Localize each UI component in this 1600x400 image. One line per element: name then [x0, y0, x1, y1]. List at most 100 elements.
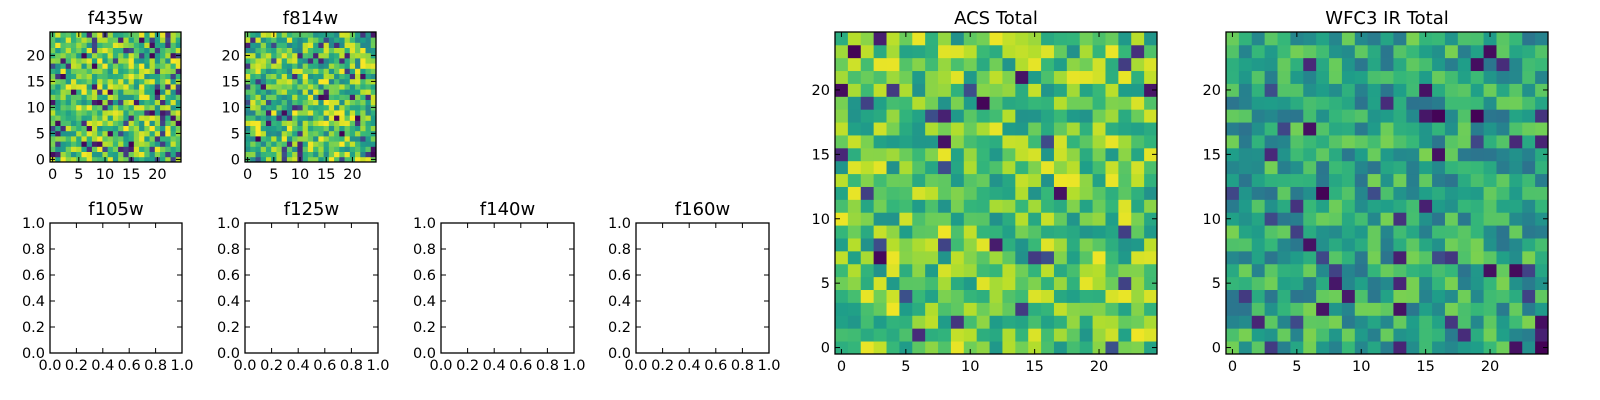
heatmap-cell	[360, 84, 366, 90]
heatmap-cell	[107, 99, 114, 106]
heatmap-cell	[323, 89, 330, 95]
heatmap-cell	[313, 130, 319, 137]
heatmap-cell	[1509, 289, 1523, 303]
heatmap-cell	[1483, 173, 1497, 187]
heatmap-cell	[307, 52, 314, 59]
heatmap-cell	[1354, 315, 1369, 329]
heatmap-cell	[133, 58, 140, 64]
heatmap-cell	[360, 99, 366, 106]
heatmap-cell	[1041, 199, 1055, 213]
heatmap-cell	[1444, 160, 1459, 175]
heatmap-cell	[55, 89, 61, 95]
heatmap-cell	[123, 110, 129, 116]
heatmap-cell	[65, 84, 72, 90]
heatmap-cell	[118, 84, 124, 90]
heatmap-cell	[899, 70, 913, 84]
y-tick-label: 1.0	[413, 216, 436, 232]
heatmap-cell	[154, 63, 161, 69]
heatmap-cell	[1393, 315, 1407, 329]
heatmap-cell	[886, 83, 900, 97]
heatmap-cell	[170, 52, 177, 59]
heatmap-cell	[328, 141, 335, 147]
heatmap-cell	[1277, 341, 1291, 355]
heatmap-cell	[154, 125, 161, 132]
heatmap-cell	[133, 52, 140, 59]
heatmap-cell	[313, 120, 319, 126]
heatmap-cell	[250, 146, 256, 152]
heatmap-cell	[938, 83, 952, 97]
heatmap-cell	[175, 42, 182, 48]
heatmap-cell	[81, 125, 88, 132]
heatmap-cell	[255, 52, 262, 59]
heatmap-cell	[1028, 212, 1042, 226]
heatmap-cell	[65, 78, 72, 85]
heatmap-cell	[976, 238, 990, 252]
heatmap-cell	[344, 63, 351, 69]
heatmap-cell	[128, 104, 135, 111]
heatmap-cell	[835, 328, 849, 342]
heatmap-cell	[847, 302, 862, 316]
heatmap-cell	[260, 73, 267, 80]
heatmap-cell	[1238, 212, 1253, 226]
heatmap-cell	[1509, 83, 1523, 97]
heatmap-cell	[886, 289, 900, 303]
heatmap-cell	[912, 173, 926, 187]
heatmap-cell	[1316, 57, 1330, 72]
heatmap-cell	[118, 130, 124, 137]
heatmap-cell	[1092, 276, 1106, 290]
y-tick-label: 5	[1212, 276, 1221, 292]
heatmap-cell	[989, 70, 1003, 84]
heatmap-cell	[70, 84, 77, 90]
heatmap-cell	[165, 63, 171, 69]
heatmap-cell	[323, 94, 330, 100]
heatmap-cell	[1053, 160, 1068, 175]
heatmap-cell	[835, 109, 849, 123]
heatmap-cell	[1341, 83, 1356, 97]
heatmap-cell	[1457, 225, 1472, 239]
heatmap-cell	[292, 78, 298, 85]
heatmap-cell	[76, 151, 82, 158]
heatmap-cell	[1354, 160, 1369, 175]
heatmap-cell	[334, 130, 340, 137]
heatmap-cell	[1367, 96, 1381, 110]
heatmap-cell	[912, 212, 926, 226]
heatmap-cell	[339, 120, 345, 126]
heatmap-cell	[245, 146, 251, 152]
heatmap-cell	[1341, 250, 1356, 265]
heatmap-cell	[886, 212, 900, 226]
heatmap-cell	[139, 52, 145, 59]
heatmap-cell	[1238, 122, 1253, 136]
heatmap-cell	[91, 125, 98, 132]
heatmap-cell	[112, 141, 119, 147]
heatmap-cell	[250, 32, 256, 38]
heatmap-cell	[1028, 57, 1042, 72]
heatmap-cell	[1238, 83, 1253, 97]
heatmap-cell	[847, 341, 862, 355]
heatmap-cell	[963, 328, 978, 342]
heatmap-cell	[281, 130, 288, 137]
heatmap-cell	[1483, 238, 1497, 252]
heatmap-cell	[1131, 57, 1145, 72]
heatmap-cell	[1144, 263, 1158, 278]
heatmap-cell	[1002, 328, 1016, 342]
heatmap-cell	[360, 120, 366, 126]
heatmap-cell	[1290, 199, 1304, 213]
heatmap-cell	[102, 125, 109, 132]
heatmap-cell	[276, 78, 283, 85]
heatmap-cell	[160, 94, 166, 100]
heatmap-cell	[139, 37, 145, 43]
heatmap-cell	[70, 73, 77, 80]
heatmap-cell	[989, 341, 1003, 355]
heatmap-cell	[165, 73, 171, 80]
heatmap-cell	[1131, 341, 1145, 355]
heatmap-cell	[245, 136, 251, 142]
heatmap-cell	[65, 47, 72, 54]
heatmap-cell	[1406, 160, 1420, 175]
heatmap-cell	[165, 141, 171, 147]
heatmap-cell	[70, 32, 77, 38]
heatmap-cell	[976, 96, 990, 110]
heatmap-cell	[102, 104, 109, 111]
heatmap-cell	[847, 315, 862, 329]
heatmap-cell	[1341, 302, 1356, 316]
